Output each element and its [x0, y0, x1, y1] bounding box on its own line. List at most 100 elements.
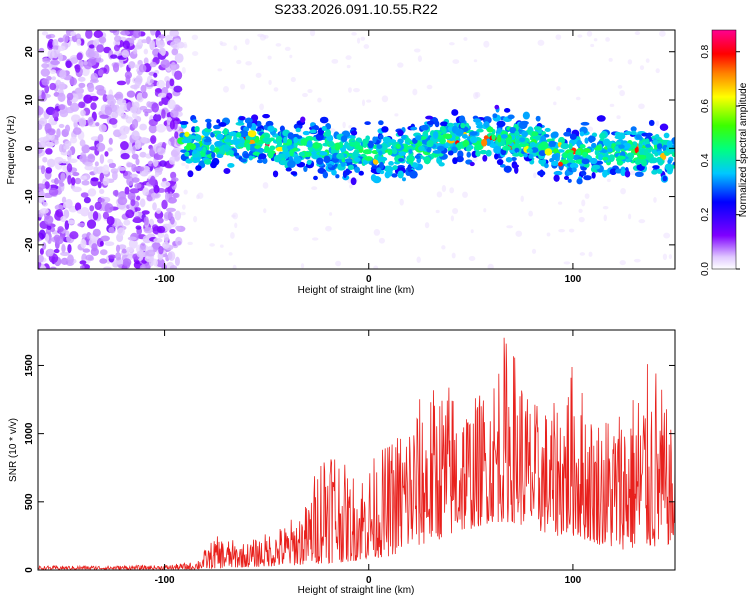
spectrogram-cell	[149, 78, 155, 84]
spectrogram-cell	[65, 60, 72, 69]
spectrogram-cell	[603, 214, 607, 222]
spectrogram-cell	[569, 133, 577, 140]
spectrogram-cell	[579, 252, 586, 256]
colorbar-gradient	[711, 29, 737, 270]
spectrogram-cell	[346, 64, 351, 69]
spectrogram-cell	[616, 115, 621, 120]
spectrogram-cell	[99, 154, 105, 164]
spectrogram-cell	[444, 142, 450, 148]
spectrogram-cell	[358, 170, 364, 176]
spectrogram-cell	[148, 124, 158, 134]
spectrogram-cell	[104, 241, 115, 247]
spectrogram-cell	[576, 178, 583, 185]
spectrogram-cell	[79, 265, 85, 269]
spectrogram-cell	[414, 154, 421, 159]
spectrogram-cell	[195, 165, 202, 171]
spectrogram-cell	[494, 104, 500, 110]
spectrogram-cell	[328, 140, 335, 147]
spectrogram-cell	[43, 215, 54, 225]
spectrogram-cell	[124, 186, 130, 195]
spectrogram-cell	[234, 222, 238, 229]
spectrogram-cell	[128, 61, 136, 69]
spectrogram-cell	[47, 142, 55, 147]
spectrogram-cell	[575, 159, 584, 164]
spectrogram-cell	[219, 244, 224, 248]
spectrogram-cell	[354, 157, 361, 163]
snr-y-ticks: 0 500 1000 1500	[24, 354, 675, 573]
spectrogram-cell	[169, 120, 175, 130]
spectrogram-cell	[180, 211, 186, 216]
spectrogram-cell	[112, 62, 120, 73]
spectrogram-cell	[167, 99, 176, 110]
spectrogram-cell	[92, 210, 99, 221]
spectrogram-frame	[37, 29, 676, 270]
spectrogram-cell	[152, 113, 162, 122]
spectrogram-cell	[52, 45, 60, 51]
spectrogram-cell	[217, 68, 223, 72]
spectrogram-cell	[111, 170, 118, 181]
spectrogram-cell	[638, 103, 645, 110]
spectrogram-cell	[316, 157, 324, 165]
spectrogram-cell	[511, 156, 517, 162]
spectrogram-cell	[148, 178, 156, 185]
spectrogram-cell	[635, 134, 642, 140]
spectrogram-cell	[644, 148, 649, 155]
spectrogram-cell	[143, 57, 149, 65]
spectrogram-x-tick-label: 100	[565, 274, 582, 285]
spectrogram-cell	[114, 35, 122, 43]
spectrogram-cell	[655, 68, 660, 74]
spectrogram-cell	[67, 175, 72, 185]
spectrogram-cell	[313, 175, 318, 181]
spectrogram-cell	[583, 175, 592, 181]
spectrogram-cell	[85, 30, 93, 39]
spectrogram-cell	[497, 134, 502, 143]
spectrogram-cell	[473, 59, 478, 63]
spectrogram-cell	[150, 135, 157, 144]
spectrogram-cell	[627, 59, 633, 65]
spectrogram-cell	[558, 228, 566, 233]
spectrogram-cell	[645, 58, 650, 63]
spectrogram-cell	[135, 158, 140, 166]
spectrogram-cell	[319, 151, 328, 156]
spectrogram-cell	[540, 135, 546, 143]
spectrogram-cell	[258, 153, 267, 160]
spectrogram-cell	[74, 64, 81, 73]
spectrogram-cell	[230, 232, 235, 239]
snr-x-axis-label: Height of straight line (km)	[298, 585, 415, 596]
spectrogram-cell	[273, 155, 282, 163]
spectrogram-cell	[134, 207, 141, 212]
spectrogram-cell	[216, 153, 224, 159]
spectrogram-cell	[605, 37, 610, 42]
spectrogram-cell	[622, 142, 631, 149]
spectrogram-cell	[210, 161, 217, 169]
spectrogram-cell	[391, 147, 398, 155]
spectrogram-cell	[309, 129, 317, 134]
spectrogram-cell	[486, 126, 494, 133]
spectrogram-cell	[174, 131, 179, 139]
spectrogram-cell	[70, 31, 77, 37]
spectrogram-cell	[410, 126, 418, 131]
spectrogram-cell	[185, 151, 190, 157]
spectrogram-cell	[108, 254, 117, 259]
spectrogram-cell	[166, 92, 173, 100]
spectrogram-cell	[309, 30, 316, 37]
spectrogram-cell	[107, 147, 113, 152]
spectrogram-cell	[391, 173, 398, 178]
spectrogram-cell	[372, 136, 377, 144]
spectrogram-cell	[165, 80, 170, 89]
spectrogram-cell	[342, 121, 346, 129]
spectrogram-cell	[325, 140, 330, 145]
spectrogram-cell	[659, 123, 669, 131]
spectrogram-cell	[162, 241, 170, 249]
spectrogram-cell	[348, 125, 352, 129]
spectrogram-cell	[102, 176, 110, 186]
spectrogram-cell	[102, 164, 110, 175]
spectrogram-cell	[64, 140, 72, 147]
spectrogram-cell	[413, 48, 421, 53]
spectrogram-cell	[611, 143, 616, 148]
spectrogram-cell	[385, 165, 393, 172]
spectrogram-cell	[639, 65, 645, 71]
spectrogram-cell	[354, 166, 361, 173]
spectrogram-cell	[298, 151, 306, 157]
spectrogram-cell	[103, 266, 112, 269]
